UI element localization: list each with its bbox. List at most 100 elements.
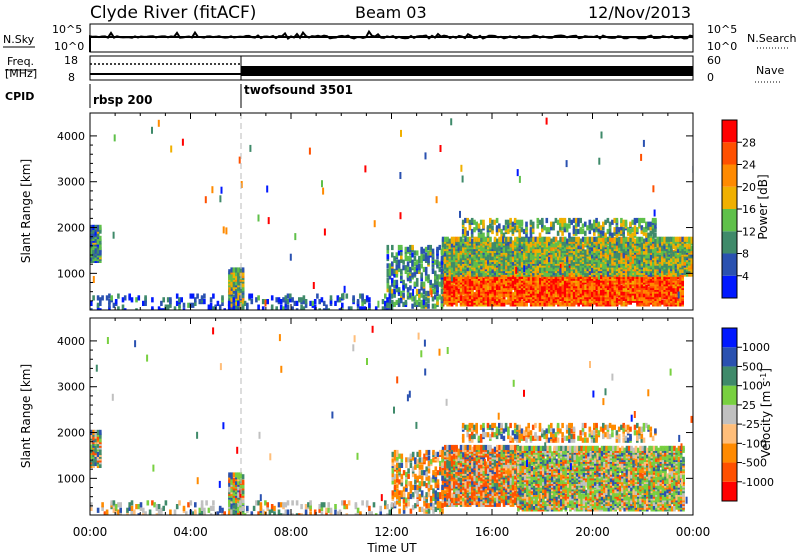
power-cell — [505, 236, 508, 242]
power-cell — [631, 294, 635, 300]
power-cell — [661, 292, 664, 298]
power-cell — [386, 299, 390, 306]
power-cell — [683, 260, 687, 266]
power-cell — [529, 242, 533, 248]
power-cell — [420, 292, 423, 298]
power-cell — [482, 260, 486, 266]
power-cell — [446, 236, 449, 242]
power-cell — [572, 281, 576, 287]
power-cell — [436, 283, 439, 289]
power-cell — [674, 286, 678, 292]
power-cell — [591, 286, 594, 292]
power-cell — [627, 249, 630, 255]
power-cell — [511, 295, 515, 301]
power-cell — [615, 253, 619, 259]
power-cell — [409, 285, 412, 291]
power-cell — [566, 271, 569, 277]
power-cell — [602, 262, 605, 268]
power-cell — [446, 290, 449, 296]
power-cell — [527, 283, 531, 289]
power-cell — [622, 264, 626, 270]
power-cell — [232, 272, 236, 279]
power-cell — [586, 301, 590, 307]
power-cell — [643, 249, 646, 255]
power-cell — [527, 267, 531, 274]
power-cell — [473, 236, 476, 242]
power-cell — [424, 276, 428, 282]
power-cell — [548, 271, 551, 277]
power-cell — [568, 255, 571, 261]
power-cell — [577, 251, 580, 257]
power-cell — [438, 266, 442, 273]
power-cell — [667, 258, 671, 264]
power-cell — [550, 242, 553, 248]
power-cell — [579, 297, 583, 303]
power-cell — [539, 283, 542, 289]
power-cell — [404, 255, 408, 262]
power-cell — [518, 236, 522, 242]
power-cell — [391, 252, 394, 258]
power-cell — [511, 256, 515, 263]
power-cell — [652, 236, 655, 242]
power-cell — [496, 247, 499, 253]
power-cell — [552, 264, 556, 270]
power-cell — [498, 277, 501, 283]
power-cell — [487, 301, 490, 307]
power-cell — [681, 267, 684, 274]
power-cell — [409, 266, 412, 273]
power-cell — [554, 271, 558, 277]
power-cell — [586, 288, 590, 294]
power-cell — [543, 236, 547, 242]
power-cell — [622, 242, 626, 248]
power-cell — [636, 262, 639, 268]
power-cell — [487, 236, 490, 242]
power-cell — [406, 255, 410, 262]
nsky-tick-bottom: 10^0 — [54, 40, 84, 53]
power-cell — [636, 244, 639, 250]
power-cell — [615, 277, 619, 283]
power-cell — [498, 256, 501, 263]
power-cell — [579, 283, 583, 289]
power-cell — [440, 272, 444, 278]
power-cell — [413, 266, 417, 273]
power-cell — [491, 242, 495, 248]
power-cell — [676, 269, 680, 275]
power-cell — [518, 260, 522, 266]
power-cell — [459, 244, 463, 250]
power-cell — [477, 284, 481, 290]
power-cell — [436, 279, 439, 285]
power-cell — [683, 242, 687, 248]
power-cell — [395, 283, 399, 289]
power-cell — [434, 270, 437, 276]
power-cell — [388, 266, 392, 273]
power-cell — [230, 289, 233, 295]
power-cell — [584, 284, 587, 290]
power-cell — [232, 267, 236, 273]
power-cell — [523, 242, 526, 248]
power-cell — [459, 286, 463, 292]
power-cell — [523, 301, 526, 307]
power-cell — [402, 265, 405, 271]
power-cell — [654, 247, 657, 253]
power-cell — [647, 236, 651, 242]
power-cell — [235, 271, 238, 277]
power-cell — [475, 236, 479, 242]
power-cell — [525, 236, 528, 242]
power-cell — [388, 274, 392, 280]
power-cell — [511, 301, 515, 307]
power-cell — [572, 299, 576, 305]
power-cell — [593, 284, 596, 290]
power-cell — [674, 236, 678, 242]
power-cell — [409, 276, 412, 282]
power-cell — [516, 245, 519, 252]
power-cell — [627, 240, 630, 246]
power-cell — [667, 236, 671, 242]
power-cell — [638, 258, 642, 264]
power-cell — [618, 253, 621, 259]
power-cell — [444, 251, 447, 257]
power-cell — [402, 292, 405, 298]
power-cell — [688, 253, 691, 259]
power-cell — [584, 256, 587, 263]
freq-tick-bottom: 8 — [68, 71, 75, 84]
